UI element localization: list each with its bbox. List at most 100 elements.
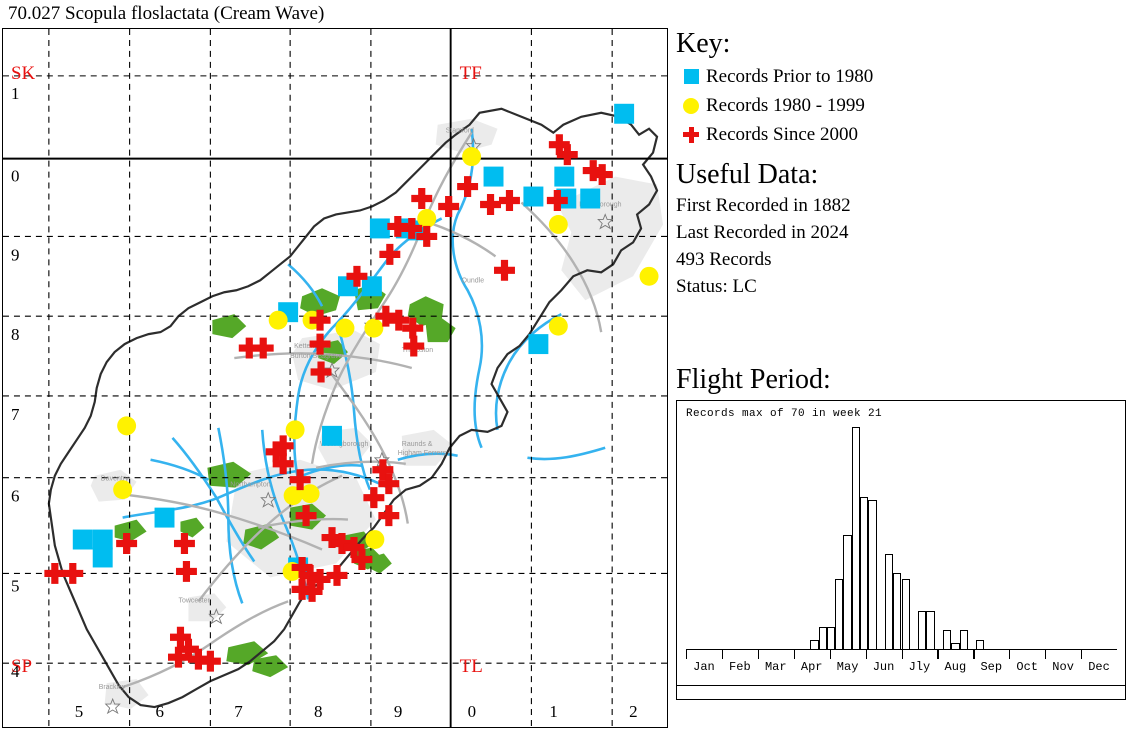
histogram-bar — [884, 553, 894, 649]
marker-since-2000[interactable] — [351, 549, 373, 570]
marker-1980-1999[interactable] — [283, 486, 303, 506]
distribution-map[interactable]: Stamford Peterborough Oundle Kettering &… — [3, 29, 667, 727]
marker-pre-1980[interactable] — [369, 218, 390, 239]
marker-since-2000[interactable] — [175, 560, 197, 582]
markers-since-2000[interactable] — [44, 134, 667, 672]
marker-since-2000[interactable] — [309, 333, 331, 355]
marker-1980-1999[interactable] — [417, 208, 437, 228]
marker-pre-1980[interactable] — [92, 529, 113, 550]
marker-since-2000[interactable] — [309, 309, 331, 331]
key-list: Records Prior to 1980 Records 1980 - 199… — [676, 62, 1128, 149]
marker-since-2000[interactable] — [168, 646, 189, 668]
marker-since-2000[interactable] — [402, 317, 424, 339]
marker-since-2000[interactable] — [372, 459, 394, 481]
marker-since-2000[interactable] — [548, 134, 570, 156]
marker-pre-1980[interactable] — [361, 276, 382, 297]
marker-since-2000[interactable] — [321, 527, 343, 549]
marker-since-2000[interactable] — [169, 626, 191, 648]
place-label: Towcester — [178, 597, 210, 604]
marker-since-2000[interactable] — [331, 533, 353, 554]
marker-1980-1999[interactable] — [113, 480, 133, 500]
marker-since-2000[interactable] — [116, 533, 138, 554]
marker-1980-1999[interactable] — [548, 214, 568, 234]
marker-since-2000[interactable] — [346, 265, 368, 287]
marker-since-2000[interactable] — [295, 505, 317, 527]
marker-since-2000[interactable] — [457, 176, 479, 198]
place-label: Oundle — [462, 277, 485, 284]
marker-1980-1999[interactable] — [335, 318, 355, 338]
marker-since-2000[interactable] — [309, 568, 331, 590]
marker-since-2000[interactable] — [310, 361, 332, 383]
flight-period-chart[interactable]: Records max of 70 in week 21 Jan Feb Mar Ap… — [676, 400, 1126, 700]
marker-pre-1980[interactable] — [554, 166, 575, 187]
marker-pre-1980[interactable] — [614, 103, 635, 124]
marker-since-2000[interactable] — [556, 144, 578, 166]
marker-since-2000[interactable] — [272, 453, 294, 475]
marker-since-2000[interactable] — [591, 164, 613, 186]
marker-since-2000[interactable] — [546, 190, 568, 211]
marker-since-2000[interactable] — [199, 650, 221, 672]
marker-1980-1999[interactable] — [462, 147, 482, 167]
marker-pre-1980[interactable] — [337, 276, 358, 297]
place-label: Higham Ferrers — [398, 450, 447, 457]
urban-areas — [90, 118, 664, 710]
marker-since-2000[interactable] — [378, 505, 400, 527]
marker-since-2000[interactable] — [403, 335, 425, 357]
marker-since-2000[interactable] — [582, 160, 604, 182]
marker-since-2000[interactable] — [187, 648, 209, 670]
record-count-line: 493 Records — [676, 249, 772, 270]
marker-since-2000[interactable] — [326, 564, 348, 586]
marker-1980-1999[interactable] — [365, 530, 385, 550]
histogram-bar — [818, 626, 827, 649]
marker-1980-1999[interactable] — [548, 316, 568, 336]
marker-since-2000[interactable] — [252, 337, 274, 359]
marker-since-2000[interactable] — [438, 196, 460, 217]
distribution-map-panel[interactable]: Stamford Peterborough Oundle Kettering &… — [2, 28, 668, 728]
marker-since-2000[interactable] — [62, 562, 84, 584]
marker-1980-1999[interactable] — [268, 310, 288, 330]
marker-pre-1980[interactable] — [580, 188, 601, 209]
marker-since-2000[interactable] — [401, 217, 423, 239]
marker-since-2000[interactable] — [494, 259, 515, 281]
marker-1980-1999[interactable] — [285, 420, 305, 440]
marker-since-2000[interactable] — [379, 243, 401, 265]
marker-since-2000[interactable] — [44, 562, 66, 584]
place-label: Stamford — [446, 128, 474, 135]
grid-label-y: 6 — [11, 487, 19, 506]
marker-since-2000[interactable] — [265, 441, 287, 463]
month-label: Oct — [1016, 660, 1038, 674]
marker-since-2000[interactable] — [411, 188, 433, 209]
marker-1980-1999[interactable] — [639, 266, 659, 286]
marker-1980-1999[interactable] — [300, 484, 320, 504]
marker-since-2000[interactable] — [416, 225, 438, 247]
marker-since-2000[interactable] — [177, 638, 199, 660]
marker-since-2000[interactable] — [387, 215, 409, 237]
marker-pre-1980[interactable] — [72, 529, 93, 550]
grid-label-y: 7 — [11, 405, 19, 424]
marker-since-2000[interactable] — [299, 564, 321, 586]
marker-since-2000[interactable] — [343, 537, 365, 558]
marker-since-2000[interactable] — [272, 435, 294, 457]
marker-pre-1980[interactable] — [92, 547, 113, 568]
marker-since-2000[interactable] — [375, 305, 397, 327]
quadrant-label-sp: SP — [11, 656, 32, 677]
marker-since-2000[interactable] — [388, 309, 410, 331]
marker-since-2000[interactable] — [238, 337, 260, 359]
place-label: Burton Seagrave — [290, 353, 342, 360]
marker-1980-1999[interactable] — [364, 318, 384, 338]
month-tick — [721, 650, 724, 659]
marker-since-2000[interactable] — [289, 469, 311, 491]
marker-since-2000[interactable] — [291, 556, 313, 578]
marker-since-2000[interactable] — [363, 487, 385, 509]
marker-1980-1999[interactable] — [117, 416, 137, 436]
marker-since-2000[interactable] — [378, 473, 400, 495]
marker-since-2000[interactable] — [499, 190, 520, 211]
marker-pre-1980[interactable] — [322, 425, 342, 446]
marker-pre-1980[interactable] — [523, 186, 544, 207]
marker-pre-1980[interactable] — [483, 166, 504, 187]
marker-since-2000[interactable] — [301, 580, 323, 602]
marker-since-2000[interactable] — [173, 533, 195, 554]
marker-since-2000[interactable] — [480, 194, 501, 215]
marker-pre-1980[interactable] — [154, 507, 175, 528]
marker-pre-1980[interactable] — [528, 334, 549, 355]
